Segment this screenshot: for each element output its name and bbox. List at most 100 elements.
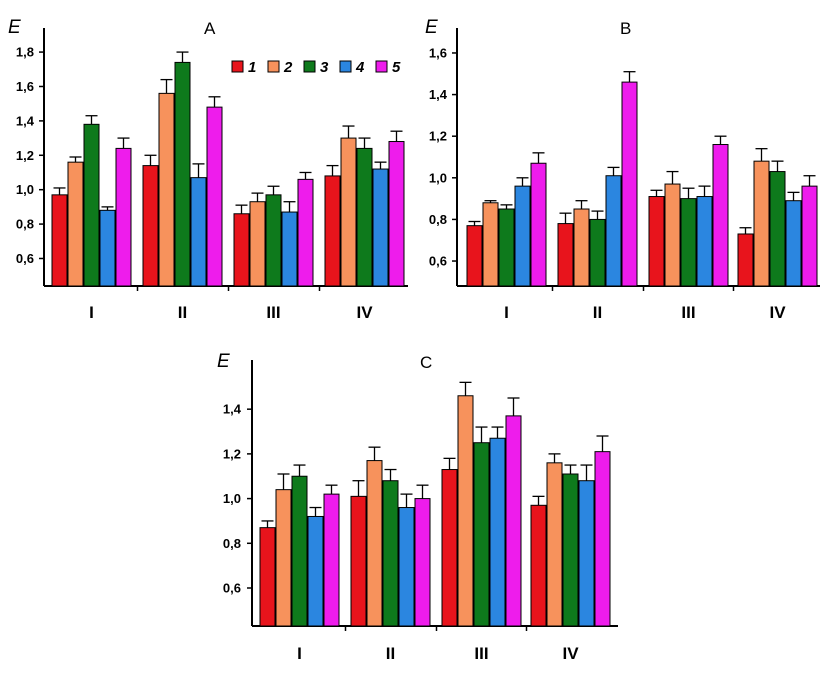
bar-series-4: [489, 437, 506, 627]
bar-series-2: [340, 137, 357, 287]
legend-swatch-5: [375, 60, 388, 73]
x-category-label: III: [681, 303, 695, 322]
y-tick-label: 0,8: [223, 536, 241, 551]
legend-swatch-1: [231, 60, 244, 73]
bar-series-3: [562, 473, 579, 627]
bar-series-3: [265, 194, 282, 287]
bar-series-3: [83, 123, 100, 287]
panel-title: A: [204, 19, 216, 38]
bar-series-3: [291, 475, 308, 627]
bar-series-4: [514, 185, 531, 287]
bar-series-3: [680, 198, 697, 287]
legend-swatch-2: [267, 60, 280, 73]
panel-title: B: [620, 19, 631, 38]
bar-series-3: [769, 171, 786, 287]
bar-series-1: [324, 175, 341, 287]
y-tick-label: 1,8: [16, 45, 34, 60]
x-category-label: III: [266, 303, 280, 322]
bar-series-4: [99, 209, 116, 287]
x-category-label: III: [474, 644, 488, 663]
y-tick-label: 1,0: [223, 491, 241, 506]
bar-series-1: [51, 194, 68, 287]
bar-series-2: [457, 395, 474, 627]
bar-series-1: [142, 165, 159, 287]
bar-series-1: [737, 233, 754, 287]
bar-series-2: [482, 202, 499, 287]
legend-label-3: 3: [320, 59, 329, 76]
bar-series-2: [753, 160, 770, 287]
bar-series-4: [605, 175, 622, 287]
legend-swatch-3: [303, 60, 316, 73]
bar-series-2: [664, 183, 681, 287]
bar-series-3: [382, 480, 399, 627]
bar-series-2: [67, 161, 84, 287]
y-tick-label: 1,0: [429, 170, 447, 185]
y-tick-label: 1,4: [223, 402, 242, 417]
panel-b: 0,60,81,01,21,41,6I II III IVE B: [425, 17, 820, 322]
bar-series-5: [801, 185, 818, 287]
y-tick-label: 1,4: [16, 113, 35, 128]
bar-series-3: [174, 61, 191, 287]
y-tick-label: 1,6: [429, 45, 447, 60]
bar-series-4: [398, 507, 415, 627]
x-category-label: IV: [356, 303, 373, 322]
legend-label-1: 1: [248, 59, 256, 76]
bar-series-3: [356, 147, 373, 287]
bar-series-5: [712, 144, 729, 287]
panel-title: C: [420, 353, 432, 372]
bar-series-3: [498, 208, 515, 287]
y-tick-label: 0,8: [16, 217, 34, 232]
bar-series-1: [530, 504, 547, 627]
bar-series-2: [366, 460, 383, 627]
x-category-label: I: [504, 303, 509, 322]
y-axis-title: E: [8, 17, 21, 38]
bar-series-5: [323, 493, 340, 627]
bar-series-5: [621, 81, 638, 287]
bar-series-5: [530, 162, 547, 287]
x-category-label: II: [386, 644, 395, 663]
bar-series-4: [696, 196, 713, 287]
y-tick-label: 1,0: [16, 182, 34, 197]
x-category-label: I: [297, 644, 302, 663]
bar-series-5: [388, 141, 405, 287]
bar-series-2: [249, 201, 266, 287]
y-tick-label: 1,2: [223, 446, 241, 461]
bar-series-5: [206, 106, 223, 287]
bar-series-2: [546, 462, 563, 627]
bar-series-3: [473, 442, 490, 627]
panel-a: 0,60,81,01,21,41,61,8I II III IVE A1 2 3 4 5: [8, 17, 408, 322]
bar-series-1: [557, 223, 574, 287]
y-tick-label: 0,8: [429, 212, 447, 227]
y-tick-label: 0,6: [429, 254, 447, 269]
x-category-label: II: [178, 303, 187, 322]
bar-series-4: [372, 168, 389, 287]
x-category-label: I: [89, 303, 94, 322]
bar-series-4: [190, 177, 207, 287]
bar-series-4: [578, 480, 595, 627]
bar-series-2: [573, 208, 590, 287]
y-axis-title: E: [425, 17, 438, 38]
bar-series-4: [307, 515, 324, 627]
y-tick-label: 0,6: [16, 251, 34, 266]
bar-series-1: [233, 213, 250, 287]
bar-series-4: [785, 200, 802, 287]
legend-label-5: 5: [392, 59, 401, 76]
bar-series-4: [281, 211, 298, 287]
bar-series-1: [259, 527, 276, 627]
legend-label-4: 4: [355, 59, 365, 76]
bar-series-3: [589, 218, 606, 287]
x-category-label: IV: [562, 644, 579, 663]
panel-c: 0,60,81,01,21,4I II III IVE C: [217, 351, 618, 663]
bar-series-1: [466, 225, 483, 287]
y-tick-label: 1,6: [16, 79, 34, 94]
bar-series-2: [275, 489, 292, 627]
y-tick-label: 0,6: [223, 581, 241, 596]
bar-series-2: [158, 92, 175, 287]
y-tick-label: 1,4: [429, 87, 448, 102]
legend-swatch-4: [339, 60, 352, 73]
bar-series-5: [297, 178, 314, 287]
legend-label-2: 2: [283, 59, 293, 76]
bar-series-5: [505, 415, 522, 627]
